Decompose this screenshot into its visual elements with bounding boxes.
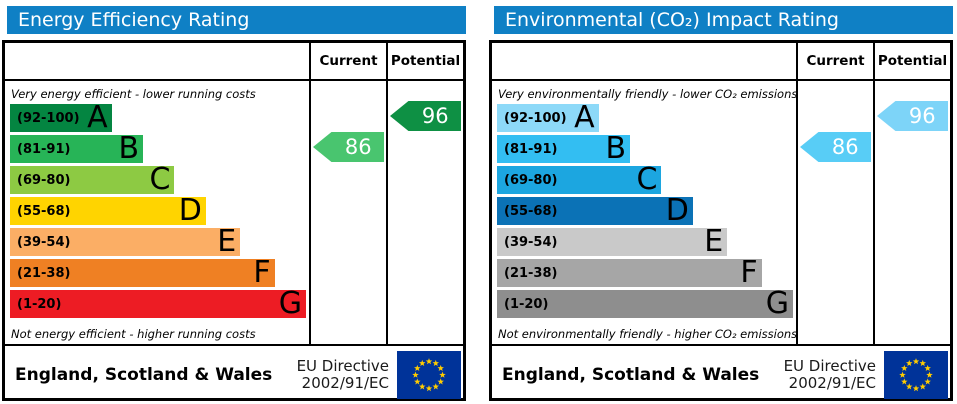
region-label: England, Scotland & Wales (15, 365, 273, 385)
current-column-header: Current (311, 43, 388, 79)
eu-directive-line2: 2002/91/EC (788, 374, 876, 392)
band-letter: G (765, 286, 789, 321)
current-value-cell: 86 (311, 81, 388, 344)
band-range-label: (39-54) (504, 234, 558, 250)
current-rating-arrow: 86 (313, 132, 384, 162)
band-letter: F (740, 255, 758, 290)
panel-title-bar: Energy Efficiency Rating (7, 6, 466, 34)
eu-directive-label: EU Directive 2002/91/EC (296, 356, 389, 393)
header-spacer-cell (5, 43, 311, 79)
band-range-label: (1-20) (17, 296, 62, 312)
column-header-row: Current Potential (5, 43, 463, 81)
footer-row: England, Scotland & Wales EU Directive 2… (5, 344, 463, 404)
energy-efficiency-panel: Energy Efficiency Rating Current Potenti… (2, 6, 466, 401)
band-row-g: (1-20) G (497, 286, 793, 321)
band-letter: A (574, 100, 595, 135)
band-chart-area: Very energy efficient - lower running co… (5, 81, 311, 344)
band-range-label: (69-80) (17, 172, 71, 188)
environmental-impact-panel: Environmental (CO₂) Impact Rating Curren… (489, 6, 953, 401)
panel-title-bar: Environmental (CO₂) Impact Rating (494, 6, 953, 34)
potential-column-header: Potential (877, 53, 948, 69)
bottom-note: Not energy efficient - higher running co… (11, 327, 256, 341)
band-list: (92-100) A (81-91) B (69-80) C (55-68) (5, 100, 309, 321)
band-letter: E (704, 224, 724, 259)
current-rating-arrow: 86 (800, 132, 871, 162)
region-label: England, Scotland & Wales (502, 365, 760, 385)
eu-directive-line1: EU Directive (783, 356, 876, 375)
potential-value-cell: 96 (388, 81, 463, 344)
band-range-label: (69-80) (504, 172, 558, 188)
band-row-e: (39-54) E (497, 224, 728, 259)
eu-directive-line1: EU Directive (296, 356, 389, 375)
rating-table: Current Potential Very energy efficient … (2, 40, 466, 401)
band-letter: D (665, 193, 689, 228)
band-row-f: (21-38) F (10, 255, 275, 290)
top-note: Very energy efficient - lower running co… (11, 87, 256, 101)
band-range-label: (39-54) (17, 234, 71, 250)
band-list: (92-100) A (81-91) B (69-80) C (55-68) (492, 100, 796, 321)
band-row-f: (21-38) F (497, 255, 762, 290)
band-range-label: (81-91) (17, 141, 71, 157)
chart-row: Very energy efficient - lower running co… (5, 81, 463, 344)
band-range-label: (1-20) (504, 296, 549, 312)
band-range-label: (55-68) (504, 203, 558, 219)
band-letter: C (149, 162, 171, 197)
band-range-label: (92-100) (17, 110, 80, 126)
current-column-header: Current (798, 43, 875, 79)
current-rating-value: 86 (344, 135, 372, 159)
rating-table: Current Potential Very environmentally f… (489, 40, 953, 401)
current-value-cell: 86 (798, 81, 875, 344)
band-range-label: (21-38) (504, 265, 558, 281)
header-spacer-cell (492, 43, 798, 79)
eu-flag-icon (397, 351, 461, 399)
band-range-label: (92-100) (504, 110, 567, 126)
band-row-a: (92-100) A (497, 100, 599, 135)
potential-column-header: Potential (390, 53, 461, 69)
column-header-row: Current Potential (492, 43, 950, 81)
band-range-label: (21-38) (17, 265, 71, 281)
band-letter: E (217, 224, 237, 259)
band-letter: G (278, 286, 302, 321)
potential-rating-arrow: 96 (390, 101, 461, 131)
band-letter: C (636, 162, 658, 197)
eu-directive-label: EU Directive 2002/91/EC (783, 356, 876, 393)
band-row-e: (39-54) E (10, 224, 241, 259)
top-note: Very environmentally friendly - lower CO… (498, 87, 798, 101)
bottom-note: Not environmentally friendly - higher CO… (498, 327, 798, 341)
chart-row: Very environmentally friendly - lower CO… (492, 81, 950, 344)
band-row-c: (69-80) C (497, 162, 662, 197)
eu-flag-icon (884, 351, 948, 399)
band-row-c: (69-80) C (10, 162, 175, 197)
potential-rating-value: 96 (908, 104, 936, 128)
band-letter: B (605, 131, 627, 166)
eu-directive-line2: 2002/91/EC (301, 374, 389, 392)
band-letter: A (87, 100, 108, 135)
potential-rating-value: 96 (421, 104, 449, 128)
current-rating-value: 86 (831, 135, 859, 159)
band-letter: D (178, 193, 202, 228)
potential-rating-arrow: 96 (877, 101, 948, 131)
band-letter: B (118, 131, 140, 166)
band-range-label: (55-68) (17, 203, 71, 219)
band-row-g: (1-20) G (10, 286, 306, 321)
potential-value-cell: 96 (875, 81, 950, 344)
band-range-label: (81-91) (504, 141, 558, 157)
band-row-d: (55-68) D (10, 193, 206, 228)
band-chart-area: Very environmentally friendly - lower CO… (492, 81, 798, 344)
band-row-b: (81-91) B (10, 131, 144, 166)
footer-row: England, Scotland & Wales EU Directive 2… (492, 344, 950, 404)
band-row-a: (92-100) A (10, 100, 112, 135)
band-row-b: (81-91) B (497, 131, 631, 166)
band-row-d: (55-68) D (497, 193, 693, 228)
band-letter: F (253, 255, 271, 290)
